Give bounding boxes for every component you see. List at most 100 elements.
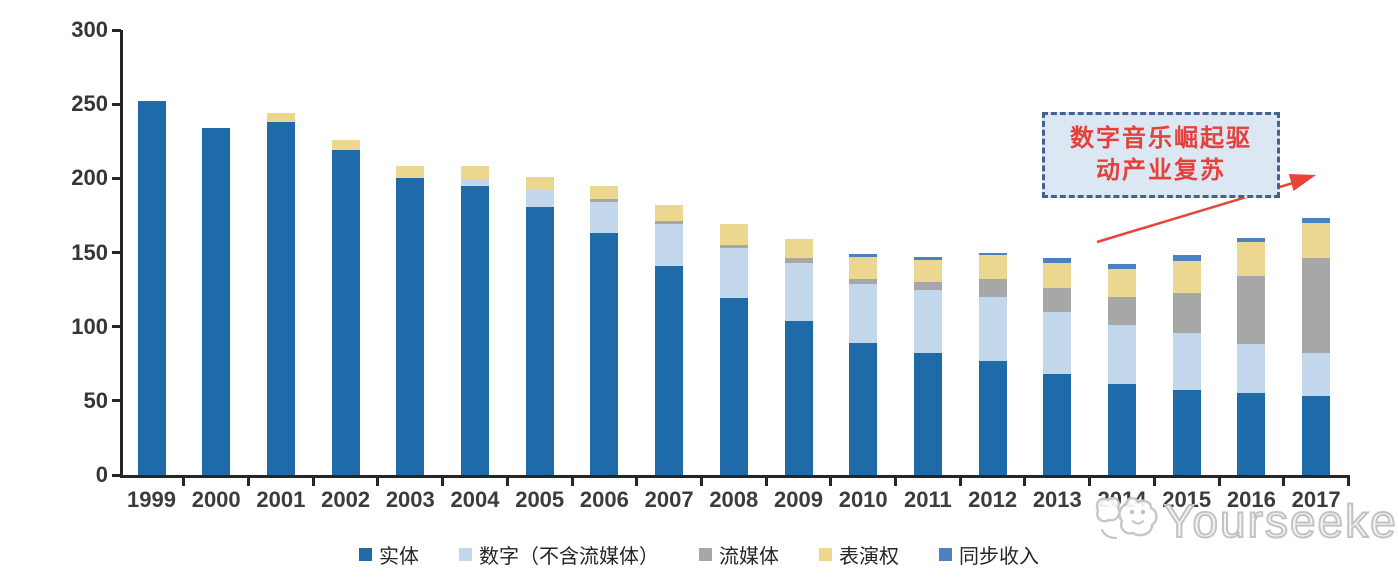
bar-segment [1043,258,1072,263]
bar-segment [1172,292,1201,333]
x-axis-tick [829,478,833,486]
x-axis-category-label: 2006 [579,487,629,512]
bar-segment [655,224,684,266]
y-axis-tick-label: 150 [71,239,108,265]
bar-segment [655,265,684,475]
bar-segment [590,185,619,200]
legend-swatch [699,548,712,561]
bar-segment [331,139,360,151]
bar-segment [849,253,878,257]
legend-label: 实体 [379,546,419,568]
x-axis-category-label: 2003 [385,487,435,512]
x-axis-category-label: 2016 [1226,487,1276,512]
bar-segment [1108,268,1136,297]
x-axis-category-label: 2011 [904,487,952,512]
bar-stack [655,205,684,475]
annotation-text-line2: 动产业复苏 [1096,157,1226,184]
bar-segment [784,258,813,263]
x-axis-tick [764,478,768,486]
bar-segment [590,199,619,203]
bar-segment [396,166,425,179]
x-axis-tick [1023,478,1027,486]
bar-segment [1302,218,1331,223]
bar-segment [1108,296,1136,326]
bar-segment [137,101,166,475]
bar-segment [913,282,942,290]
x-axis-category-label: 2000 [191,487,241,512]
x-axis-tick [570,478,574,486]
legend-swatch [359,548,372,561]
bar-segment [266,121,295,475]
bar-stack [1237,237,1266,475]
bar-segment [396,178,425,475]
legend-swatch [939,548,952,561]
bar-segment [1237,276,1266,345]
legend-label: 同步收入 [959,546,1039,568]
annotation-callout: 数字音乐崛起驱 动产业复苏 [1042,112,1280,198]
x-axis-category-label: 2004 [450,487,500,512]
bar-stack [202,127,231,475]
bar-segment [784,320,813,475]
bar-segment [913,259,942,283]
bar-segment [849,279,878,284]
y-axis-tick [112,176,121,180]
bar-segment [1043,374,1072,475]
watermark: Yourseeker [1088,488,1398,554]
y-axis-tick-label: 250 [71,91,108,117]
legend-item: 数字（不含流媒体） [459,540,659,569]
bar-segment [590,233,619,475]
bar-segment [784,262,813,321]
bar-stack [978,252,1007,476]
x-axis-category-label: 1999 [127,487,176,512]
x-axis-tick [958,478,962,486]
bar-segment [1237,393,1266,475]
bar-stack [1172,255,1201,475]
bar-segment [719,245,748,249]
legend-label: 表演权 [839,546,899,568]
bar-stack [849,253,878,475]
y-axis-tick-label: 300 [71,17,108,42]
bar-segment [525,176,554,191]
bar-segment [525,206,554,475]
x-axis-category-label: 2002 [321,487,371,512]
bar-segment [849,283,878,343]
x-axis-tick [635,478,639,486]
x-axis-tick [1217,478,1221,486]
x-axis-tick [1346,478,1350,486]
annotation-text-line1: 数字音乐崛起驱 [1070,124,1252,152]
bar-segment [1302,258,1331,354]
x-axis-category-label: 2010 [838,487,888,512]
legend-label: 数字（不含流媒体） [479,546,659,568]
bar-segment [784,239,813,259]
y-axis-tick [112,325,121,329]
x-axis-tick [441,478,445,486]
bar-segment [1237,344,1266,394]
x-axis-tick [894,478,898,486]
bar-segment [1172,390,1201,475]
bar-segment [1108,264,1136,269]
bar-segment [1108,384,1136,475]
y-axis-tick-label: 100 [71,313,108,339]
x-axis-category-label: 2013 [1032,487,1082,512]
bar-segment [849,342,878,475]
bar-stack [137,101,166,475]
legend-label: 流媒体 [719,546,779,568]
y-axis-tick-label: 50 [83,387,108,413]
y-axis-tick [112,399,121,403]
watermark-text: Yourseeker [1163,494,1398,548]
bar-segment [1302,396,1331,475]
bar-segment [913,289,942,354]
bar-segment [849,256,878,280]
x-axis-tick [1282,478,1286,486]
bar-segment [655,221,684,225]
bar-stack [525,176,554,475]
bar-segment [1237,242,1266,277]
x-axis-tick [182,478,186,486]
bar-segment [913,256,942,260]
x-axis-tick [699,478,703,486]
x-axis-tick [1152,478,1156,486]
legend-item: 实体 [359,540,419,569]
legend-item: 表演权 [819,540,899,569]
bar-segment [202,127,231,475]
